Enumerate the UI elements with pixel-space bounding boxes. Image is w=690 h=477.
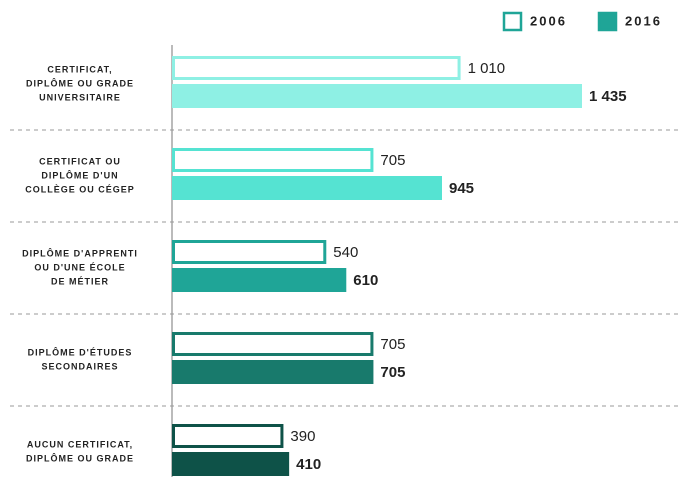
category-label: OU D'UNE ÉCOLE <box>34 262 125 272</box>
value-label: 390 <box>290 428 315 445</box>
bar <box>172 452 290 476</box>
bar <box>172 56 461 80</box>
category-label: DIPLÔME D'UN <box>41 169 118 180</box>
bar <box>172 84 582 108</box>
value-label: 610 <box>353 272 378 289</box>
category-label: SECONDAIRES <box>41 361 118 371</box>
value-label: 705 <box>380 152 405 169</box>
bar <box>172 332 374 356</box>
value-label: 1 010 <box>468 60 506 77</box>
category-label: AUCUN CERTIFICAT, <box>27 439 133 449</box>
legend-label: 2006 <box>530 13 567 28</box>
value-label: 540 <box>333 244 358 261</box>
legend-swatch <box>502 11 523 32</box>
category-label: DIPLÔME D'ÉTUDES <box>28 346 133 357</box>
category-label: DIPLÔME D'APPRENTI <box>22 247 138 258</box>
category-label: UNIVERSITAIRE <box>39 92 121 102</box>
bar <box>172 424 284 448</box>
category-label: DIPLÔME OU GRADE <box>26 77 134 88</box>
value-label: 945 <box>449 180 474 197</box>
legend-swatch <box>597 11 618 32</box>
category-label: CERTIFICAT, <box>47 64 112 74</box>
bar <box>172 176 442 200</box>
value-label: 705 <box>380 336 405 353</box>
category-label: COLLÈGE OU CÉGEP <box>25 184 135 194</box>
bar <box>172 360 374 384</box>
category-label: DE MÉTIER <box>51 276 109 286</box>
value-label: 705 <box>380 364 405 381</box>
legend-label: 2016 <box>625 13 662 28</box>
bar <box>172 240 327 264</box>
bar <box>172 148 374 172</box>
value-label: 1 435 <box>589 88 627 105</box>
value-label: 410 <box>296 456 321 473</box>
category-label: CERTIFICAT OU <box>39 156 121 166</box>
bar <box>172 268 347 292</box>
category-label: DIPLÔME OU GRADE <box>26 452 134 463</box>
